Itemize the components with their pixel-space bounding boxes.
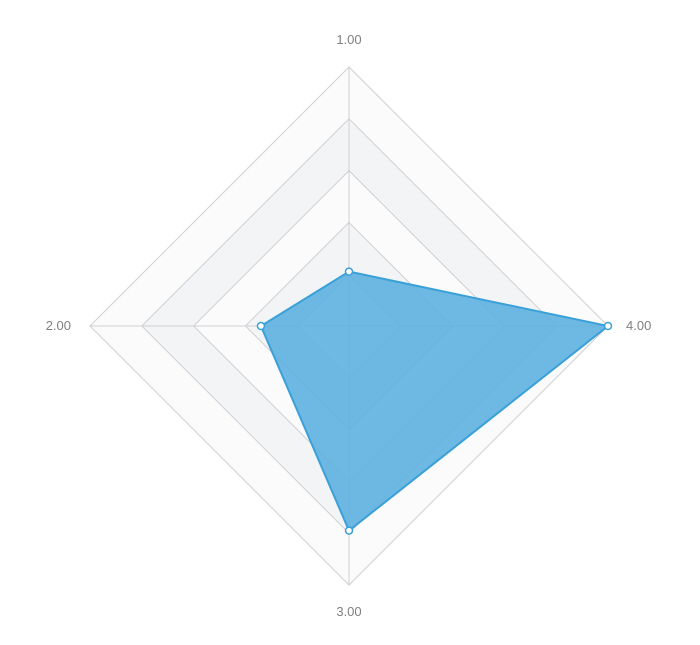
radar-indicator-label-1: 1.00 bbox=[336, 32, 361, 47]
radar-indicator-label-4: 4.00 bbox=[626, 318, 651, 333]
radar-indicator-label-2: 2.00 bbox=[46, 318, 71, 333]
radar-indicator-label-3: 3.00 bbox=[336, 604, 361, 619]
radar-data-point-4[interactable] bbox=[603, 321, 613, 331]
radar-axis-labels: 1.00 2.00 3.00 4.00 bbox=[46, 32, 652, 619]
radar-series bbox=[256, 267, 613, 535]
radar-data-point-1[interactable] bbox=[344, 267, 354, 276]
radar-data-point-2[interactable] bbox=[256, 321, 266, 331]
radar-data-point-3[interactable] bbox=[344, 526, 354, 535]
